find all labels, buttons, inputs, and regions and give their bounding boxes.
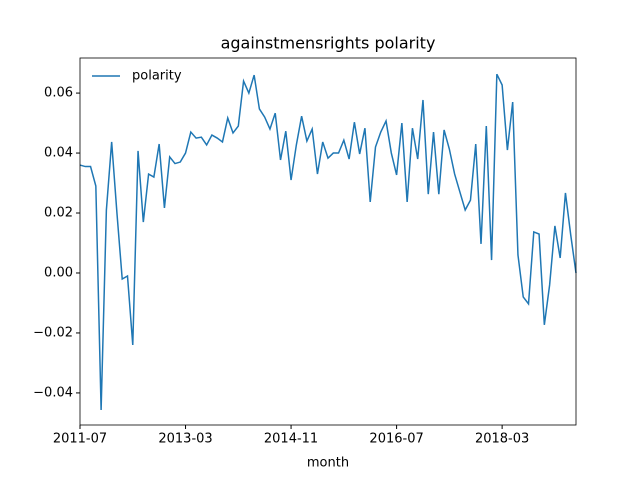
y-tick-label: −0.02 [33, 325, 73, 340]
y-tick-label: 0.04 [44, 146, 73, 161]
y-tick-label: 0.02 [44, 206, 73, 221]
x-tick-label: 2018-03 [475, 432, 529, 447]
x-tick-label: 2011-07 [53, 432, 107, 447]
chart-title: againstmensrights polarity [221, 34, 436, 53]
data-line [79, 73, 577, 411]
y-tick-label: 0.00 [44, 265, 73, 280]
y-tick-label: 0.06 [44, 86, 73, 101]
legend-label: polarity [132, 69, 182, 84]
x-tick-label: 2016-07 [369, 432, 423, 447]
x-tick-label: 2014-11 [264, 432, 318, 447]
plot-frame [79, 57, 577, 426]
x-tick-label: 2013-03 [158, 432, 212, 447]
y-tick-label: −0.04 [33, 385, 73, 400]
x-axis-label: month [307, 456, 349, 471]
